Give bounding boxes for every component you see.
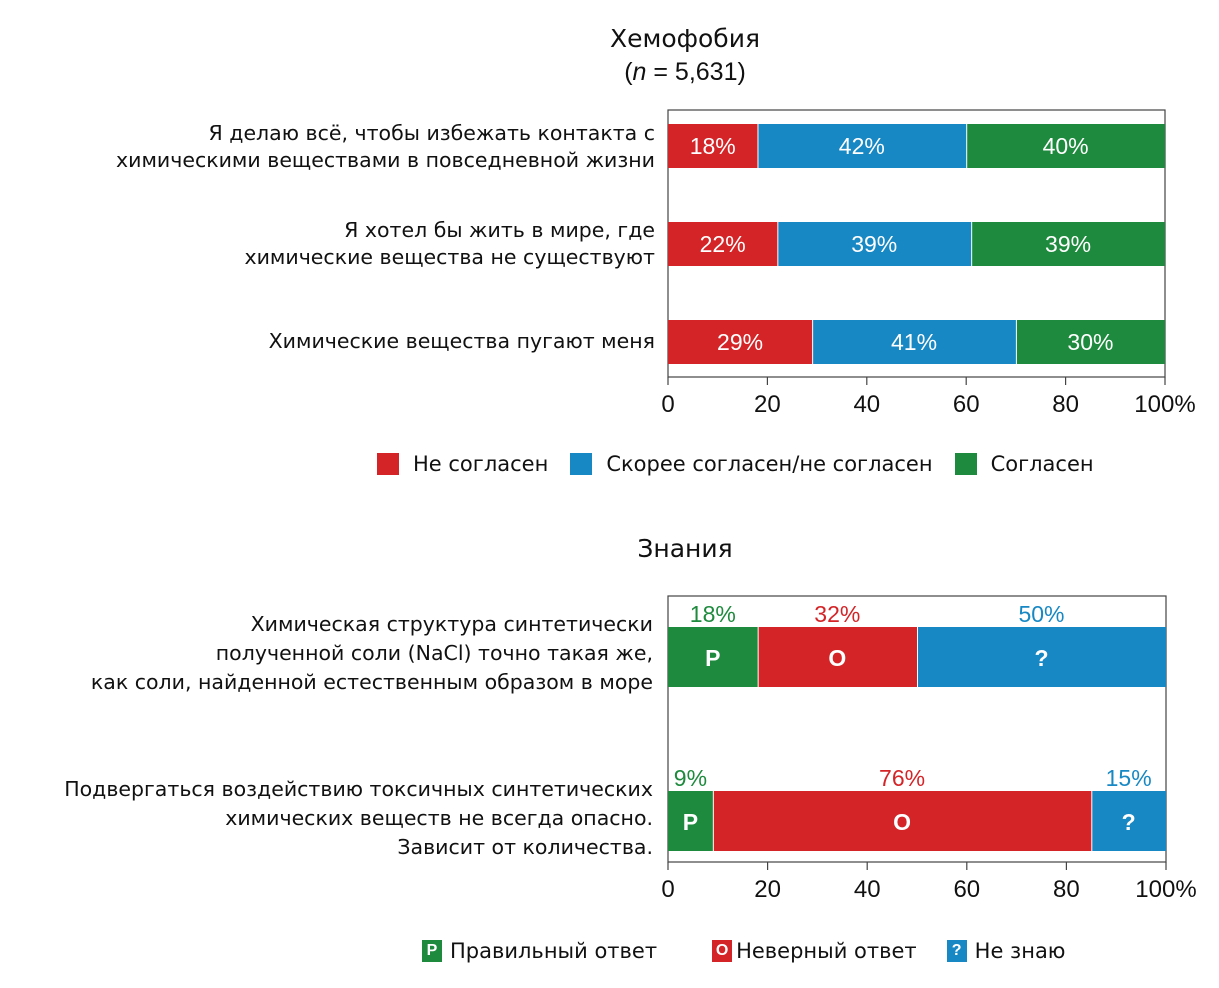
category-label-line: химические вещества не существуют [244,245,655,269]
category-label: Я хотел бы жить в мире, где химические ве… [244,217,655,271]
x-tick-label: 40 [853,391,880,418]
x-tick-label: 80 [1053,876,1080,903]
bar-segment-blue [778,222,972,266]
x-tick-label: 0 [661,391,674,418]
category-label-line: химических веществ не всегда опасно. [225,806,653,830]
legend-item-neutral: Скорее согласен/не согласен [570,452,933,476]
category-label: Химическая структура синтетически получен… [91,610,653,697]
chart1-plot: 18% 42% 40% 22% 39% 39% 29% 41% 30% 0 20 40 60 80 100% [661,109,1196,418]
subtitle-open: ( [624,58,633,86]
data-label: 18% [690,133,736,159]
x-tick-label: 20 [754,391,781,418]
bar-segment-blue [758,124,967,168]
data-label: 18% [690,601,736,627]
legend-label: Правильный ответ [450,939,658,963]
data-label: 39% [1045,231,1091,257]
bar-segment-red [668,222,778,266]
chart2-legend: P Правильный ответ O Неверный ответ ? Не… [422,939,1088,963]
bar-segment-red [668,124,758,168]
data-label: 41% [891,329,937,355]
legend-swatch-red-o: O [712,940,733,962]
x-tick-label: 20 [754,876,781,903]
legend-label: Не согласен [413,452,549,476]
category-label-line: Химическая структура синтетически [250,612,653,636]
data-label: 32% [814,601,860,627]
legend-swatch-blue [570,453,593,475]
x-tick-label: 40 [854,876,881,903]
legend-item-dont-know: ? Не знаю [946,939,1066,963]
chart2-title: Знания [637,534,733,563]
chart1-title: Хемофобия [609,24,761,53]
bar-code-label: O [828,645,846,671]
bar-segment-green [668,791,713,851]
category-label-line: Химические вещества пугают меня [268,329,655,353]
subtitle-value: = 5,631) [646,58,746,86]
bar-code-label: O [893,809,911,835]
bar-segment-blue [813,320,1016,364]
data-label: 50% [1018,601,1064,627]
data-label: 42% [839,133,885,159]
legend-label: Скорее согласен/не согласен [606,452,933,476]
data-label: 9% [674,765,707,791]
bar-code-label: ? [1034,645,1048,671]
data-label: 39% [851,231,897,257]
bar-segment-green [967,124,1165,168]
data-label: 29% [717,329,763,355]
category-label: Подвергаться воздействию токсичных синте… [64,775,653,862]
legend-label: Неверный ответ [736,939,917,963]
x-tick-label: 100% [1134,391,1195,418]
bar-segment-blue [918,627,1166,687]
bar-segment-blue [1092,791,1166,851]
category-label-line: химическими веществами в повседневной жи… [115,148,655,172]
data-label: 40% [1043,133,1089,159]
data-label: 22% [700,231,746,257]
x-tick-label: 0 [661,876,674,903]
category-label-line: Я хотел бы жить в мире, где [344,218,655,242]
chart2-plot: P 18% O 32%? 50% P 9% O 76%? 15% 0 20 40 60 80 100% [661,595,1197,903]
legend-item-agree: Согласен [954,452,1094,476]
bar-segment-red [713,791,1092,851]
x-tick-label: 60 [953,876,980,903]
x-tick-label: 80 [1052,391,1079,418]
category-label: Химические вещества пугают меня [269,328,655,355]
data-label: 76% [879,765,925,791]
legend-swatch-green [954,453,977,475]
data-label: 15% [1106,765,1152,791]
subtitle-n: n [632,58,647,86]
legend-label: Согласен [990,452,1094,476]
legend-swatch-red [377,453,399,475]
legend-label: Не знаю [974,939,1066,963]
category-label-line: Зависит от количества. [397,835,653,859]
plot-frame [667,595,1167,863]
chart1-legend: Не согласен Скорее согласен/не согласен … [377,452,1116,476]
bar-code-label: ? [1122,809,1136,835]
legend-swatch-blue-q: ? [946,940,967,962]
chart1-subtitle: (n = 5,631) [485,58,885,87]
legend-item-disagree: Не согласен [377,452,548,476]
category-label-line: как соли, найденной естественным образом… [90,670,653,694]
x-tick-label: 100% [1135,876,1196,903]
category-label-line: Подвергаться воздействию токсичных синте… [64,777,653,801]
bar-code-label: P [683,809,698,835]
data-label: 30% [1067,329,1113,355]
category-label: Я делаю всё, чтобы избежать контакта с хи… [116,120,655,174]
bar-segment-red [668,320,813,364]
category-label-line: полученной соли (NaCl) точно такая же, [215,641,653,665]
bar-segment-green [1016,320,1165,364]
legend-item-wrong: O Неверный ответ [712,939,917,963]
legend-item-correct: P Правильный ответ [422,939,657,963]
category-label-line: Я делаю всё, чтобы избежать контакта с [208,121,655,145]
legend-swatch-green-p: P [422,940,442,962]
x-tick-label: 60 [953,391,980,418]
bar-code-label: P [705,645,720,671]
bar-segment-green [972,222,1165,266]
bar-segment-green [668,627,758,687]
bar-segment-red [758,627,917,687]
